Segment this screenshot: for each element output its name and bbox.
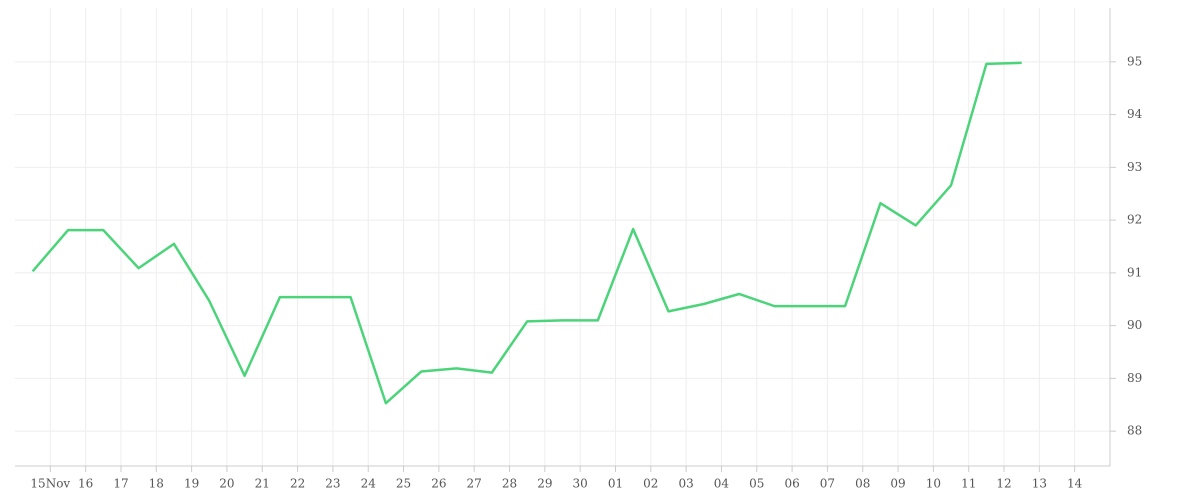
- x-tick-label: 08: [855, 477, 870, 491]
- x-tick-label: 05: [749, 477, 764, 491]
- x-tick-label: 18: [149, 477, 164, 491]
- x-tick-label: 15Nov: [30, 477, 70, 491]
- y-tick-label: 88: [1127, 424, 1142, 438]
- y-tick-label: 94: [1127, 107, 1143, 121]
- x-tick-label: 29: [537, 477, 552, 491]
- x-tick-label: 28: [502, 477, 517, 491]
- x-tick-label: 26: [431, 477, 446, 491]
- y-tick-label: 90: [1127, 318, 1142, 332]
- x-tick-label: 06: [784, 477, 799, 491]
- x-tick-label: 02: [643, 477, 658, 491]
- x-tick-label: 03: [678, 477, 693, 491]
- x-tick-label: 13: [1032, 477, 1047, 491]
- x-tick-label: 12: [996, 477, 1011, 491]
- x-tick-label: 20: [219, 477, 234, 491]
- x-tick-label: 07: [820, 477, 835, 491]
- x-tick-label: 22: [290, 477, 305, 491]
- y-tick-label: 92: [1127, 213, 1142, 227]
- x-tick-label: 11: [961, 477, 976, 491]
- x-tick-label: 30: [573, 477, 588, 491]
- y-tick-label: 93: [1127, 160, 1142, 174]
- data-line: [31, 61, 1022, 405]
- x-tick-label: 25: [396, 477, 411, 491]
- x-tick-label: 19: [184, 477, 199, 491]
- x-tick-label: 23: [325, 477, 340, 491]
- x-tick-label: 04: [714, 477, 730, 491]
- y-tick-label: 95: [1127, 54, 1142, 68]
- y-tick-label: 91: [1127, 265, 1142, 279]
- x-tick-label: 10: [926, 477, 941, 491]
- x-tick-label: 16: [78, 477, 93, 491]
- x-tick-label: 09: [890, 477, 905, 491]
- x-tick-label: 27: [467, 477, 482, 491]
- x-tick-label: 14: [1067, 477, 1083, 491]
- x-tick-label: 21: [255, 477, 270, 491]
- x-tick-label: 17: [113, 477, 128, 491]
- x-tick-label: 01: [608, 477, 623, 491]
- y-tick-label: 89: [1127, 371, 1142, 385]
- x-tick-label: 24: [361, 477, 377, 491]
